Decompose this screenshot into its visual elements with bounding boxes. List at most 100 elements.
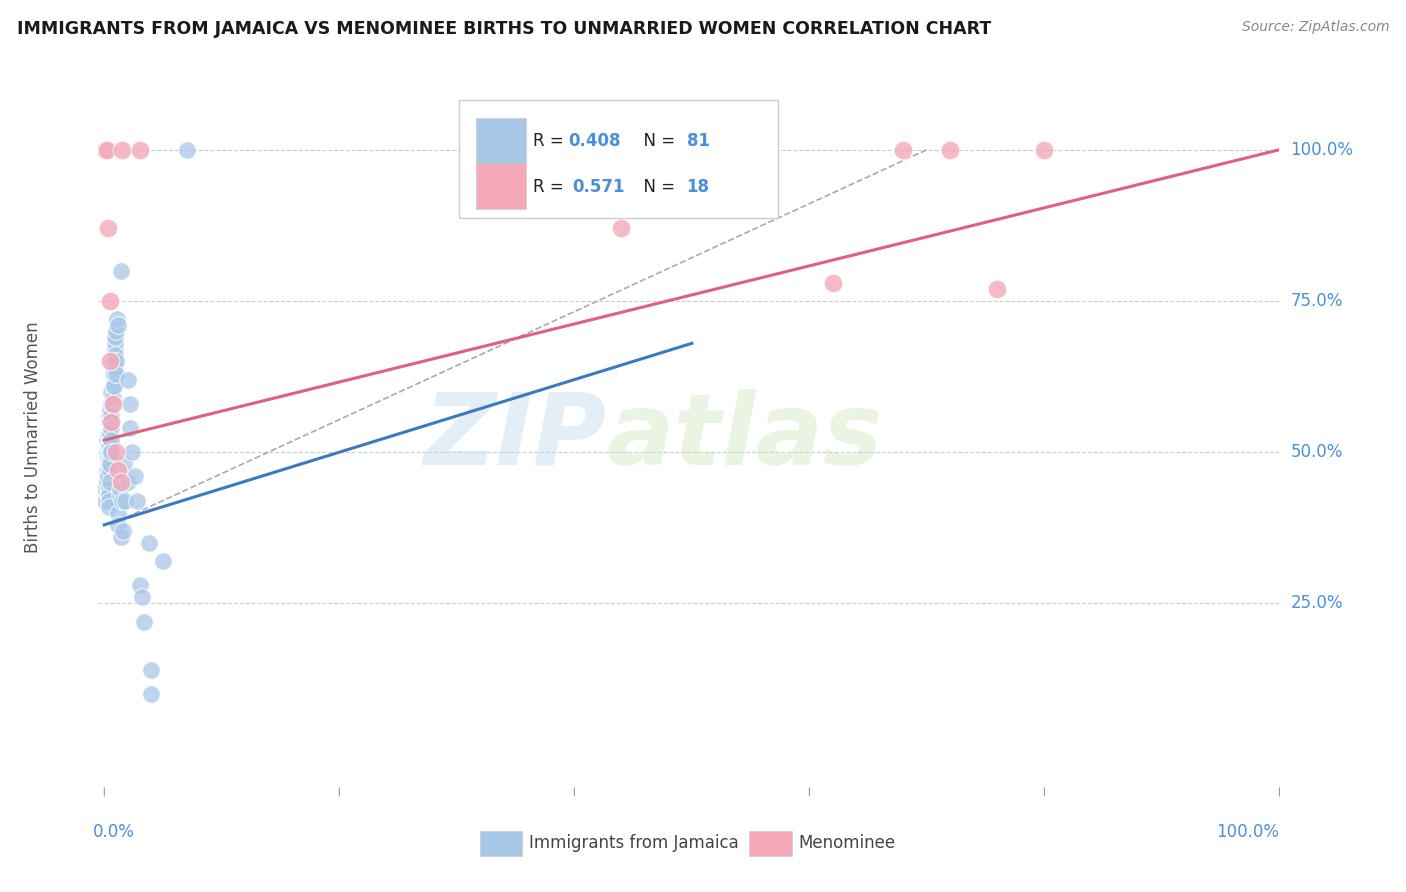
Point <box>114 493 136 508</box>
Point <box>131 591 153 605</box>
Point <box>105 445 128 459</box>
Point <box>112 458 135 472</box>
Point <box>103 360 125 375</box>
Point <box>110 530 132 544</box>
Text: 18: 18 <box>686 178 710 195</box>
Point <box>97 221 120 235</box>
Point <box>100 433 122 447</box>
Text: ZIP: ZIP <box>423 389 606 485</box>
Point <box>152 554 174 568</box>
Point <box>124 469 146 483</box>
Point <box>107 517 129 532</box>
Point <box>128 578 150 592</box>
Point <box>103 367 125 381</box>
Point <box>98 482 121 496</box>
Text: 0.408: 0.408 <box>568 132 621 150</box>
Point <box>821 276 844 290</box>
Point <box>98 409 121 423</box>
Point <box>97 463 120 477</box>
Point <box>104 336 127 351</box>
Point <box>1033 143 1056 157</box>
Point <box>96 463 118 477</box>
Text: 75.0%: 75.0% <box>1291 292 1343 310</box>
Text: R =: R = <box>533 178 574 195</box>
Point <box>108 487 131 501</box>
Point <box>986 282 1008 296</box>
Point <box>104 354 127 368</box>
Point <box>103 348 125 362</box>
Point <box>94 143 117 157</box>
Text: 100.0%: 100.0% <box>1291 141 1354 159</box>
Point <box>98 439 121 453</box>
Point <box>110 475 132 490</box>
Text: 25.0%: 25.0% <box>1291 594 1343 613</box>
Text: 100.0%: 100.0% <box>1216 823 1279 841</box>
Text: IMMIGRANTS FROM JAMAICA VS MENOMINEE BIRTHS TO UNMARRIED WOMEN CORRELATION CHART: IMMIGRANTS FROM JAMAICA VS MENOMINEE BIR… <box>17 20 991 37</box>
FancyBboxPatch shape <box>477 118 526 163</box>
Text: 0.571: 0.571 <box>572 178 624 195</box>
Point <box>94 482 117 496</box>
Point <box>141 687 163 701</box>
Point <box>107 463 129 477</box>
Point <box>98 415 121 429</box>
Point <box>100 384 122 399</box>
Point <box>104 330 127 344</box>
Point <box>101 378 124 392</box>
Point <box>98 475 121 490</box>
Point <box>100 445 122 459</box>
Text: Source: ZipAtlas.com: Source: ZipAtlas.com <box>1241 20 1389 34</box>
Point <box>134 615 156 629</box>
Point <box>176 143 198 157</box>
Point <box>100 421 122 435</box>
Point <box>98 451 121 466</box>
Point <box>98 458 121 472</box>
Point <box>104 348 127 362</box>
Point <box>97 439 120 453</box>
Point <box>98 493 121 508</box>
Point <box>107 318 129 333</box>
Point <box>100 415 122 429</box>
Point <box>141 663 163 677</box>
Point <box>96 469 118 483</box>
Point <box>97 482 120 496</box>
Point <box>98 439 121 453</box>
Point <box>97 487 120 501</box>
Point <box>97 427 120 442</box>
Point <box>893 143 915 157</box>
Point <box>111 143 134 157</box>
FancyBboxPatch shape <box>477 163 526 209</box>
Point <box>101 397 124 411</box>
Point <box>105 312 128 326</box>
Point <box>98 445 121 459</box>
Point <box>101 391 124 405</box>
Point <box>96 143 118 157</box>
Point <box>100 397 122 411</box>
Point <box>107 506 129 520</box>
Point <box>94 493 117 508</box>
Point <box>98 402 121 417</box>
Point <box>121 445 143 459</box>
Text: 50.0%: 50.0% <box>1291 443 1343 461</box>
Text: R =: R = <box>533 132 569 150</box>
FancyBboxPatch shape <box>749 830 792 856</box>
Point <box>117 373 139 387</box>
Point <box>110 263 132 277</box>
Point <box>108 482 131 496</box>
Point <box>101 367 124 381</box>
Point <box>103 378 125 392</box>
Point <box>112 524 135 538</box>
Point <box>98 487 121 501</box>
Point <box>120 421 142 435</box>
Point <box>98 500 121 514</box>
FancyBboxPatch shape <box>458 100 778 218</box>
Text: Menominee: Menominee <box>799 834 896 853</box>
Point <box>96 475 118 490</box>
Point <box>97 451 120 466</box>
Point <box>939 143 962 157</box>
Point <box>128 143 150 157</box>
Point <box>98 427 121 442</box>
FancyBboxPatch shape <box>479 830 523 856</box>
Point <box>105 324 128 338</box>
Point <box>98 293 121 308</box>
Text: N =: N = <box>634 132 681 150</box>
